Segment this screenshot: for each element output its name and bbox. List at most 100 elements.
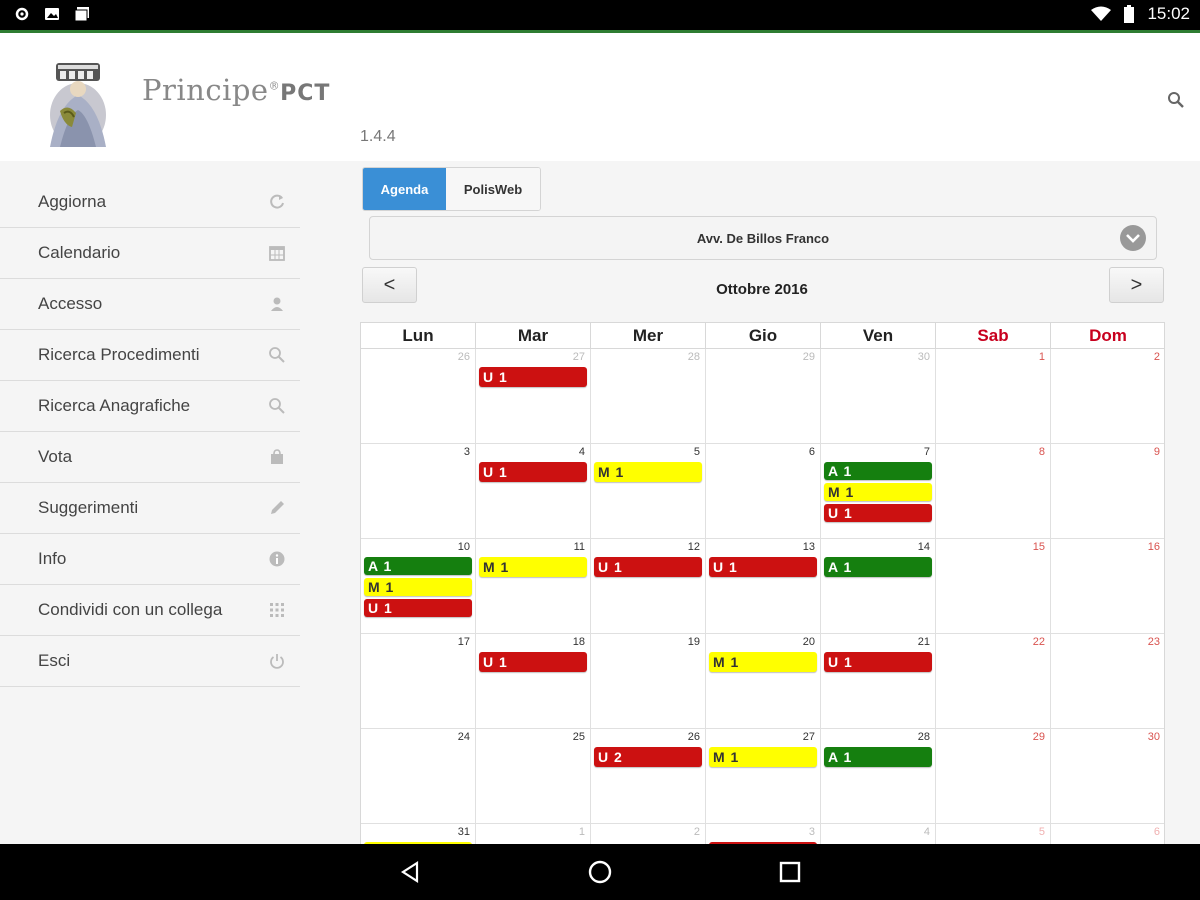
calendar-day[interactable]: 28 [591,349,706,444]
day-number: 30 [917,351,930,363]
calendar-day[interactable]: 17 [361,634,476,729]
calendar-day[interactable]: 5 [936,824,1051,844]
calendar-day[interactable]: 22 [936,634,1051,729]
content-area: Aggiorna Calendario Accesso Ricerca Procedi… [0,161,1200,844]
day-number: 8 [1038,446,1045,458]
sidebar-item-info[interactable]: Info [0,534,300,585]
sidebar-item-aggiorna[interactable]: Aggiorna [0,177,300,228]
sidebar-item-condividi-con-un-collega[interactable]: Condividi con un collega [0,585,300,636]
day-number: 6 [808,446,815,458]
calendar-day[interactable]: 16 [1051,539,1164,634]
calendar-event[interactable]: U 1 [594,557,702,577]
sidebar-item-label: Ricerca Procedimenti [38,345,200,364]
calendar-day[interactable]: 1 [476,824,591,844]
calendar-event[interactable]: U 1 [479,367,587,387]
calendar-day[interactable]: 21 U 1 [821,634,936,729]
calendar-day[interactable]: 12 U 1 [591,539,706,634]
sidebar-item-vota[interactable]: Vota [0,432,300,483]
calendar-day[interactable]: 3 [706,824,821,844]
calendar-day[interactable]: 4 [821,824,936,844]
calendar-event[interactable] [709,842,817,844]
calendar-day[interactable]: 26 [361,349,476,444]
calendar-event[interactable]: M 1 [824,483,932,501]
calendar-event[interactable]: U 1 [364,599,472,617]
calendar-event[interactable]: M 1 [709,652,817,672]
calendar-event[interactable]: U 1 [709,557,817,577]
back-button[interactable] [396,858,424,886]
calendar-day[interactable]: 24 [361,729,476,824]
brand-title: Principe [142,73,269,107]
calendar-day[interactable]: 8 [936,444,1051,539]
calendar-day[interactable]: 3 [361,444,476,539]
sidebar-item-accesso[interactable]: Accesso [0,279,300,330]
calendar-day[interactable]: 14 A 1 [821,539,936,634]
prev-month-button[interactable]: < [362,267,417,303]
calendar-event[interactable]: M 1 [709,747,817,767]
search-button[interactable] [1165,89,1187,111]
calendar-event[interactable]: A 1 [824,462,932,480]
calendar-event[interactable]: M 1 [594,462,702,482]
calendar-day[interactable]: 27 M 1 [706,729,821,824]
sidebar-item-calendario[interactable]: Calendario [0,228,300,279]
calendar-event[interactable]: U 1 [479,462,587,482]
wifi-icon [1091,4,1112,24]
calendar-day[interactable]: 18 U 1 [476,634,591,729]
recents-button[interactable] [776,858,804,886]
calendar-day[interactable]: 20 M 1 [706,634,821,729]
calendar-day[interactable]: 1 [936,349,1051,444]
calendar-event[interactable]: U 1 [479,652,587,672]
calendar-day[interactable]: 7 A 1 M 1 U 1 [821,444,936,539]
calendar-day[interactable]: 29 [936,729,1051,824]
calendar-day[interactable]: 2 [1051,349,1164,444]
day-number: 27 [802,731,815,743]
calendar-event[interactable]: U 1 [824,652,932,672]
tab-agenda[interactable]: Agenda [363,168,446,210]
calendar-event[interactable] [364,842,472,844]
calendar-event[interactable]: A 1 [824,747,932,767]
calendar-day[interactable]: 10 A 1 M 1 U 1 [361,539,476,634]
calendar-day[interactable]: 11 M 1 [476,539,591,634]
calendar-day[interactable]: 28 A 1 [821,729,936,824]
sidebar-item-ricerca-procedimenti[interactable]: Ricerca Procedimenti [0,330,300,381]
day-number: 4 [923,826,930,838]
calendar-day[interactable]: 19 [591,634,706,729]
day-number: 26 [457,351,470,363]
calendar-day[interactable]: 26 U 2 [591,729,706,824]
calendar-day[interactable]: 6 [1051,824,1164,844]
calendar-event[interactable]: A 1 [364,557,472,575]
calendar-day[interactable]: 2 [591,824,706,844]
calendar-day[interactable]: 27 U 1 [476,349,591,444]
calendar-event[interactable]: A 1 [824,557,932,577]
calendar-event[interactable]: U 2 [594,747,702,767]
calendar-day[interactable]: 15 [936,539,1051,634]
calendar-day[interactable]: 9 [1051,444,1164,539]
calendar-day[interactable]: 30 [1051,729,1164,824]
lawyer-select[interactable]: Avv. De Billos Franco [369,216,1157,260]
calendar-day[interactable]: 13 U 1 [706,539,821,634]
next-month-button[interactable]: > [1109,267,1164,303]
sidebar-item-ricerca-anagrafiche[interactable]: Ricerca Anagrafiche [0,381,300,432]
calendar-day[interactable]: 23 [1051,634,1164,729]
pencil-icon [268,499,286,517]
calendar-day[interactable]: 6 [706,444,821,539]
calendar-event[interactable]: U 1 [824,504,932,522]
day-number: 13 [802,541,815,553]
calendar-day[interactable]: 29 [706,349,821,444]
calendar-event[interactable]: M 1 [479,557,587,577]
tab-polisweb[interactable]: PolisWeb [446,168,540,210]
calendar-event[interactable]: M 1 [364,578,472,596]
sidebar-item-label: Accesso [38,294,103,313]
back-icon [400,860,419,884]
calendar-day[interactable]: 30 [821,349,936,444]
home-button[interactable] [586,858,614,886]
search-icon [268,397,286,415]
sidebar-item-esci[interactable]: Esci [0,636,300,687]
day-number: 5 [1038,826,1045,838]
calendar-day[interactable]: 31 [361,824,476,844]
day-number: 28 [687,351,700,363]
sidebar-item-suggerimenti[interactable]: Suggerimenti [0,483,300,534]
day-number: 22 [1032,636,1045,648]
calendar-day[interactable]: 25 [476,729,591,824]
